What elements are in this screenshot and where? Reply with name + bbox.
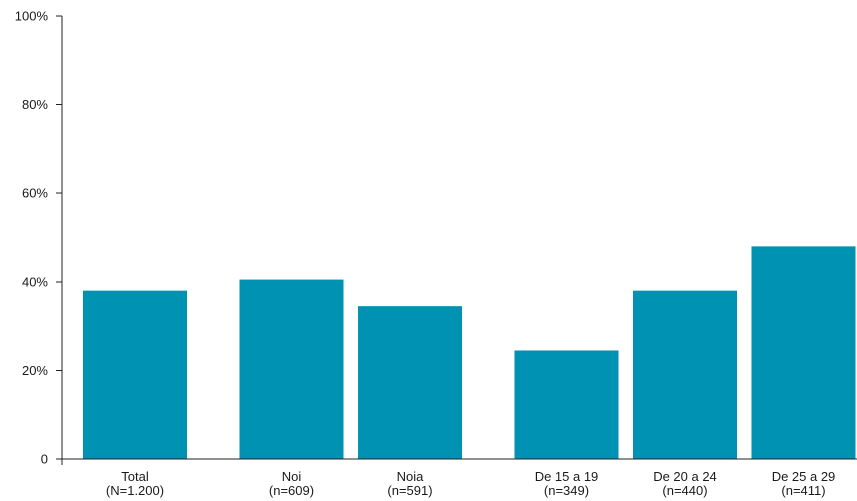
x-tick-label: (n=349) [544, 483, 589, 498]
x-tick-label: (n=440) [662, 483, 707, 498]
y-tick-label: 60% [22, 186, 48, 201]
y-tick-label: 20% [22, 363, 48, 378]
x-tick-label: De 20 a 24 [653, 469, 717, 484]
x-tick-label: (n=609) [269, 483, 314, 498]
bars [83, 246, 856, 459]
bar [751, 246, 856, 459]
x-tick-label: (n=591) [387, 483, 432, 498]
x-tick-label: Noia [397, 469, 425, 484]
bar [514, 350, 619, 459]
x-tick-label: Total [121, 469, 149, 484]
bar [358, 306, 462, 459]
x-tick-label: Noi [282, 469, 302, 484]
bar [83, 290, 187, 459]
x-tick-label: De 15 a 19 [535, 469, 599, 484]
y-tick-label: 40% [22, 274, 48, 289]
x-tick-label: De 25 a 29 [772, 469, 836, 484]
bar [633, 290, 737, 459]
x-tick-label: (N=1.200) [106, 483, 164, 498]
y-tick-label: 0 [41, 452, 48, 467]
y-axis: 0 20% 40% 60% 80% 100% [15, 9, 63, 467]
x-tick-label: (n=411) [781, 483, 825, 498]
x-axis: Total(N=1.200) Noi(n=609) Noia(n=591) De 15… [62, 458, 857, 498]
y-tick-label: 100% [15, 9, 49, 24]
y-tick-label: 80% [22, 97, 48, 112]
bar [239, 279, 344, 459]
